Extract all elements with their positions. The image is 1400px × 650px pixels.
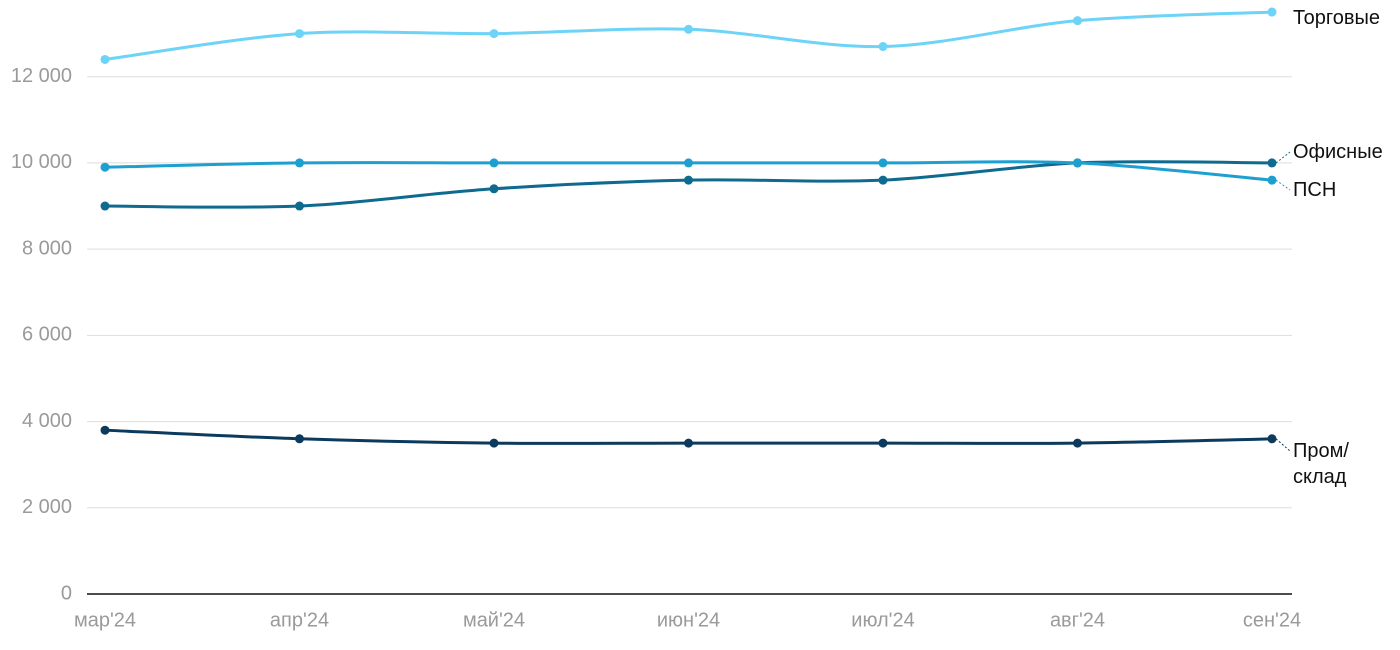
label-connector xyxy=(1275,151,1291,164)
data-point xyxy=(684,24,693,34)
label-connector xyxy=(1275,438,1291,452)
data-point xyxy=(1267,434,1277,444)
data-point xyxy=(489,158,499,168)
data-point xyxy=(1073,16,1082,26)
series-label: ПСН xyxy=(1293,179,1337,201)
data-point xyxy=(878,158,888,168)
x-tick-label: май'24 xyxy=(463,609,525,631)
data-point xyxy=(1267,7,1277,17)
x-tick-label: апр'24 xyxy=(270,609,329,631)
data-point xyxy=(1267,158,1277,168)
data-point xyxy=(100,201,110,211)
data-point xyxy=(684,438,693,448)
data-point xyxy=(489,29,499,39)
x-tick-label: сен'24 xyxy=(1243,609,1301,631)
data-point xyxy=(100,425,110,435)
data-point xyxy=(1073,158,1082,168)
data-point xyxy=(878,175,888,185)
data-point xyxy=(100,54,110,64)
data-point xyxy=(878,438,888,448)
y-tick-label: 12 000 xyxy=(11,65,72,87)
x-tick-label: мар'24 xyxy=(74,609,136,631)
y-tick-label: 8 000 xyxy=(22,237,72,259)
x-tick-label: июн'24 xyxy=(657,609,720,631)
data-point xyxy=(1267,175,1277,185)
data-point xyxy=(489,438,499,448)
y-tick-label: 6 000 xyxy=(22,324,72,346)
data-point xyxy=(1073,438,1082,448)
y-tick-label: 2 000 xyxy=(22,496,72,518)
series-label: Пром/ склад xyxy=(1293,440,1349,488)
data-point xyxy=(489,184,499,194)
data-point xyxy=(878,42,888,52)
x-tick-label: авг'24 xyxy=(1050,609,1105,631)
data-point xyxy=(684,175,693,185)
y-tick-label: 0 xyxy=(61,582,72,604)
series-label: Торговые xyxy=(1293,7,1381,29)
data-point xyxy=(295,29,304,39)
data-point xyxy=(684,158,693,168)
data-point xyxy=(100,162,110,172)
data-point xyxy=(295,201,304,211)
series-line xyxy=(104,10,1273,61)
label-connector xyxy=(1275,179,1291,191)
x-tick-label: июл'24 xyxy=(851,609,914,631)
series-label: Офисные xyxy=(1293,141,1383,163)
data-point xyxy=(295,158,304,168)
y-tick-label: 4 000 xyxy=(22,410,72,432)
data-point xyxy=(295,434,304,444)
y-tick-label: 10 000 xyxy=(11,151,72,173)
